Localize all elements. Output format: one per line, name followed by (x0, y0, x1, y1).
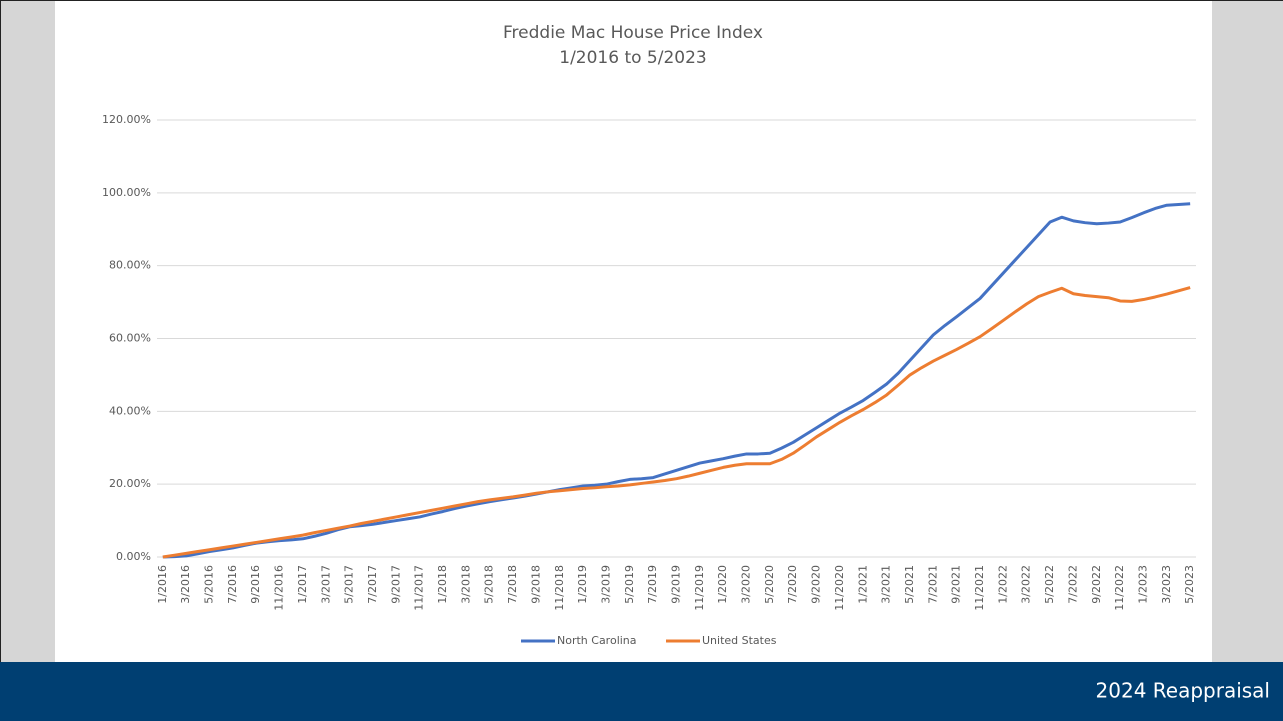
x-tick-label: 3/2022 (1020, 565, 1033, 604)
y-tick-label: 60.00% (109, 332, 151, 345)
x-tick-label: 5/2023 (1183, 565, 1196, 604)
x-tick-label: 1/2020 (716, 565, 729, 604)
x-tick-label: 5/2018 (483, 565, 496, 604)
x-tick-label: 5/2019 (623, 565, 636, 604)
x-tick-label: 11/2020 (833, 565, 846, 611)
x-tick-label: 1/2017 (296, 565, 309, 604)
x-tick-label: 3/2020 (740, 565, 753, 604)
x-tick-label: 5/2017 (343, 565, 356, 604)
x-tick-label: 7/2017 (366, 565, 379, 604)
x-tick-label: 11/2016 (273, 565, 286, 611)
x-tick-label: 7/2016 (226, 565, 239, 604)
x-tick-label: 11/2022 (1113, 565, 1126, 611)
x-tick-label: 3/2018 (459, 565, 472, 604)
y-tick-label: 0.00% (116, 550, 151, 563)
x-tick-label: 5/2022 (1043, 565, 1056, 604)
y-tick-label: 40.00% (109, 404, 151, 417)
footer-text: 2024 Reappraisal (1096, 679, 1270, 703)
x-tick-label: 1/2022 (996, 565, 1009, 604)
x-tick-label: 1/2021 (856, 565, 869, 604)
series-line (162, 202, 1191, 559)
x-tick-label: 1/2016 (156, 565, 169, 604)
x-tick-label: 3/2019 (599, 565, 612, 604)
x-tick-label: 9/2021 (950, 565, 963, 604)
x-tick-label: 9/2022 (1090, 565, 1103, 604)
x-tick-label: 1/2023 (1136, 565, 1149, 604)
series-line (162, 286, 1191, 559)
x-tick-label: 7/2019 (646, 565, 659, 604)
x-tick-label: 9/2020 (810, 565, 823, 604)
x-tick-label: 1/2018 (436, 565, 449, 604)
x-tick-label: 3/2016 (179, 565, 192, 604)
x-tick-label: 9/2019 (670, 565, 683, 604)
x-tick-label: 5/2020 (763, 565, 776, 604)
legend-label: North Carolina (557, 634, 637, 647)
x-tick-label: 5/2016 (203, 565, 216, 604)
y-tick-label: 20.00% (109, 477, 151, 490)
y-tick-label: 80.00% (109, 259, 151, 272)
x-tick-label: 11/2017 (413, 565, 426, 611)
footer-band (0, 662, 1283, 721)
x-tick-label: 3/2021 (880, 565, 893, 604)
x-tick-label: 7/2018 (506, 565, 519, 604)
y-tick-label: 120.00% (102, 113, 151, 126)
chart-title: Freddie Mac House Price Index (503, 23, 763, 43)
y-tick-label: 100.00% (102, 186, 151, 199)
chart-panel (55, 0, 1212, 662)
x-tick-label: 3/2017 (319, 565, 332, 604)
x-tick-label: 11/2019 (693, 565, 706, 611)
x-tick-label: 9/2016 (249, 565, 262, 604)
x-tick-label: 11/2021 (973, 565, 986, 611)
x-tick-label: 7/2020 (786, 565, 799, 604)
legend-label: United States (702, 634, 777, 647)
x-tick-label: 7/2021 (926, 565, 939, 604)
x-tick-label: 9/2017 (389, 565, 402, 604)
x-tick-label: 1/2019 (576, 565, 589, 604)
x-tick-label: 11/2018 (553, 565, 566, 611)
x-tick-label: 7/2022 (1066, 565, 1079, 604)
chart-subtitle: 1/2016 to 5/2023 (559, 48, 707, 68)
x-tick-label: 3/2023 (1160, 565, 1173, 604)
x-tick-label: 9/2018 (529, 565, 542, 604)
x-tick-label: 5/2021 (903, 565, 916, 604)
